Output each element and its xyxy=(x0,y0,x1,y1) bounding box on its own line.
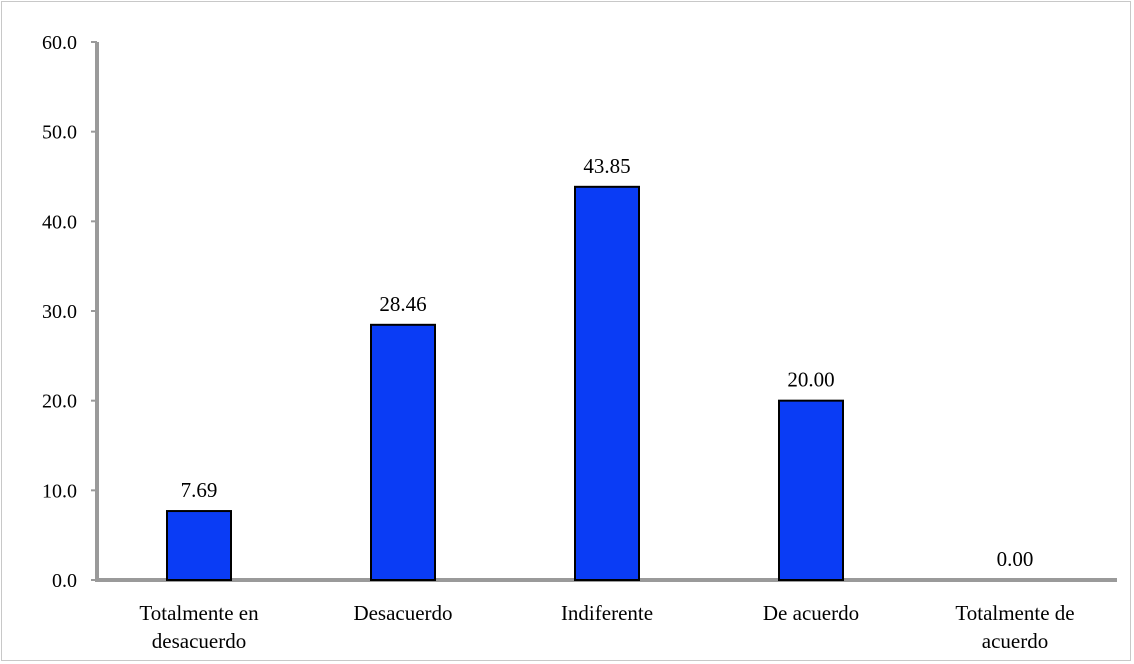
bar-value-label: 28.46 xyxy=(379,292,426,316)
y-tick-label: 40.0 xyxy=(42,211,77,233)
y-tick-label: 0.0 xyxy=(52,570,77,592)
x-tick-label: De acuerdo xyxy=(763,601,859,625)
bar-value-label: 7.69 xyxy=(181,478,218,502)
labels: 0.0 10.0 20.0 30.0 40.0 50.0 60.0 7.69 Totalment… xyxy=(42,32,1075,653)
x-tick-label: Indiferente xyxy=(561,601,653,625)
y-tick-label: 60.0 xyxy=(42,32,77,54)
x-tick-label: acuerdo xyxy=(982,629,1048,653)
bar xyxy=(778,399,844,581)
bar xyxy=(574,185,640,581)
y-tick-label: 20.0 xyxy=(42,391,77,413)
y-tick-label: 50.0 xyxy=(42,122,77,144)
bar-value-label: 20.00 xyxy=(787,368,834,392)
x-tick-label: Totalmente de xyxy=(955,601,1074,625)
bar-value-label: 0.00 xyxy=(997,547,1034,571)
y-tick-label: 30.0 xyxy=(42,301,77,323)
bar xyxy=(370,323,436,581)
x-tick-label: Desacuerdo xyxy=(353,601,452,625)
bars xyxy=(166,185,844,581)
x-tick-label: desacuerdo xyxy=(152,629,246,653)
y-tick-label: 10.0 xyxy=(42,480,77,502)
bar-value-label: 43.85 xyxy=(583,154,630,178)
bar xyxy=(166,510,232,581)
x-tick-label: Totalmente en xyxy=(139,601,259,625)
